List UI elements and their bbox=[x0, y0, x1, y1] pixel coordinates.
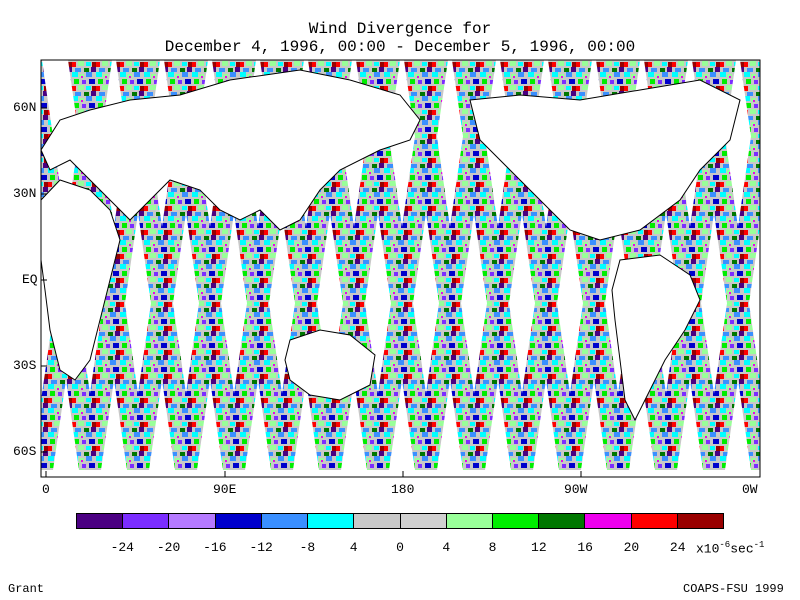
lon-label-90w: 90W bbox=[564, 482, 588, 497]
coastlines bbox=[40, 69, 760, 477]
lat-label-60s: 60S bbox=[13, 444, 37, 459]
colorbar bbox=[76, 513, 724, 529]
colorbar-swatch bbox=[585, 514, 632, 528]
lat-label-60n: 60N bbox=[13, 100, 37, 115]
scatterometer-swath bbox=[692, 60, 760, 477]
colorbar-swatch bbox=[631, 514, 678, 528]
landmass-australia bbox=[284, 329, 376, 401]
landmass-antarctic-edge bbox=[41, 470, 760, 477]
lat-label-30n: 30N bbox=[13, 186, 37, 201]
axis-ticks bbox=[41, 107, 761, 477]
colorbar-tick-label: -24 bbox=[110, 540, 134, 555]
colorbar-swatch bbox=[123, 514, 170, 528]
colorbar-swatch bbox=[354, 514, 401, 528]
colorbar-tick-label: 20 bbox=[623, 540, 640, 555]
colorbar-swatch bbox=[539, 514, 586, 528]
colorbar-swatch bbox=[400, 514, 447, 528]
colorbar-tick-label: -8 bbox=[299, 540, 316, 555]
colorbar-tick-label: 16 bbox=[577, 540, 593, 555]
colorbar-swatch bbox=[308, 514, 355, 528]
colorbar-tick-label: 8 bbox=[488, 540, 497, 555]
colorbar-tick-label: -12 bbox=[249, 540, 273, 555]
footer-credit: COAPS-FSU 1999 bbox=[683, 582, 784, 596]
plot-frame bbox=[40, 59, 761, 478]
colorbar-swatch bbox=[77, 514, 124, 528]
colorbar-tick-label: 4 bbox=[442, 540, 451, 555]
footer-author: Grant bbox=[8, 582, 45, 596]
lat-label-eq: EQ bbox=[22, 272, 38, 287]
landmass-south-america bbox=[611, 254, 701, 422]
chart-subtitle: December 4, 1996, 00:00 - December 5, 19… bbox=[164, 38, 636, 56]
landmass-eurasia bbox=[40, 69, 421, 231]
lat-label-30s: 30S bbox=[13, 358, 37, 373]
colorbar-swatch bbox=[677, 514, 724, 528]
colorbar-tick-label: 4 bbox=[349, 540, 358, 555]
lon-label-0w: 0W bbox=[742, 482, 758, 497]
units-prefix: x10 bbox=[696, 541, 720, 557]
colorbar-swatch bbox=[261, 514, 309, 528]
colorbar-tick-label: -16 bbox=[203, 540, 227, 555]
lon-label-180: 180 bbox=[391, 482, 415, 497]
wind-divergence-map bbox=[40, 59, 761, 478]
landmass-north-america bbox=[469, 79, 741, 241]
landmass-africa bbox=[40, 179, 121, 381]
colorbar-units: x10-6sec-1 bbox=[696, 540, 764, 556]
lon-label-90e: 90E bbox=[213, 482, 237, 497]
scatterometer-swath bbox=[740, 60, 760, 199]
colorbar-swatch bbox=[169, 514, 216, 528]
colorbar-swatch bbox=[492, 514, 540, 528]
colorbar-tick-label: 12 bbox=[531, 540, 547, 555]
units-suffix: sec bbox=[730, 541, 754, 557]
lon-label-0: 0 bbox=[42, 482, 50, 497]
scatterometer-swath bbox=[750, 407, 760, 477]
scatterometer-swath bbox=[702, 73, 760, 477]
colorbar-tick-label: 24 bbox=[669, 540, 686, 555]
colorbar-swatch bbox=[215, 514, 262, 528]
colorbar-tick-label: 0 bbox=[396, 540, 404, 555]
colorbar-swatch bbox=[446, 514, 493, 528]
colorbar-tick-label: -20 bbox=[156, 540, 181, 555]
units-exponent-2: -1 bbox=[753, 540, 765, 550]
units-exponent: -6 bbox=[719, 540, 731, 550]
chart-title: Wind Divergence for bbox=[308, 20, 492, 38]
